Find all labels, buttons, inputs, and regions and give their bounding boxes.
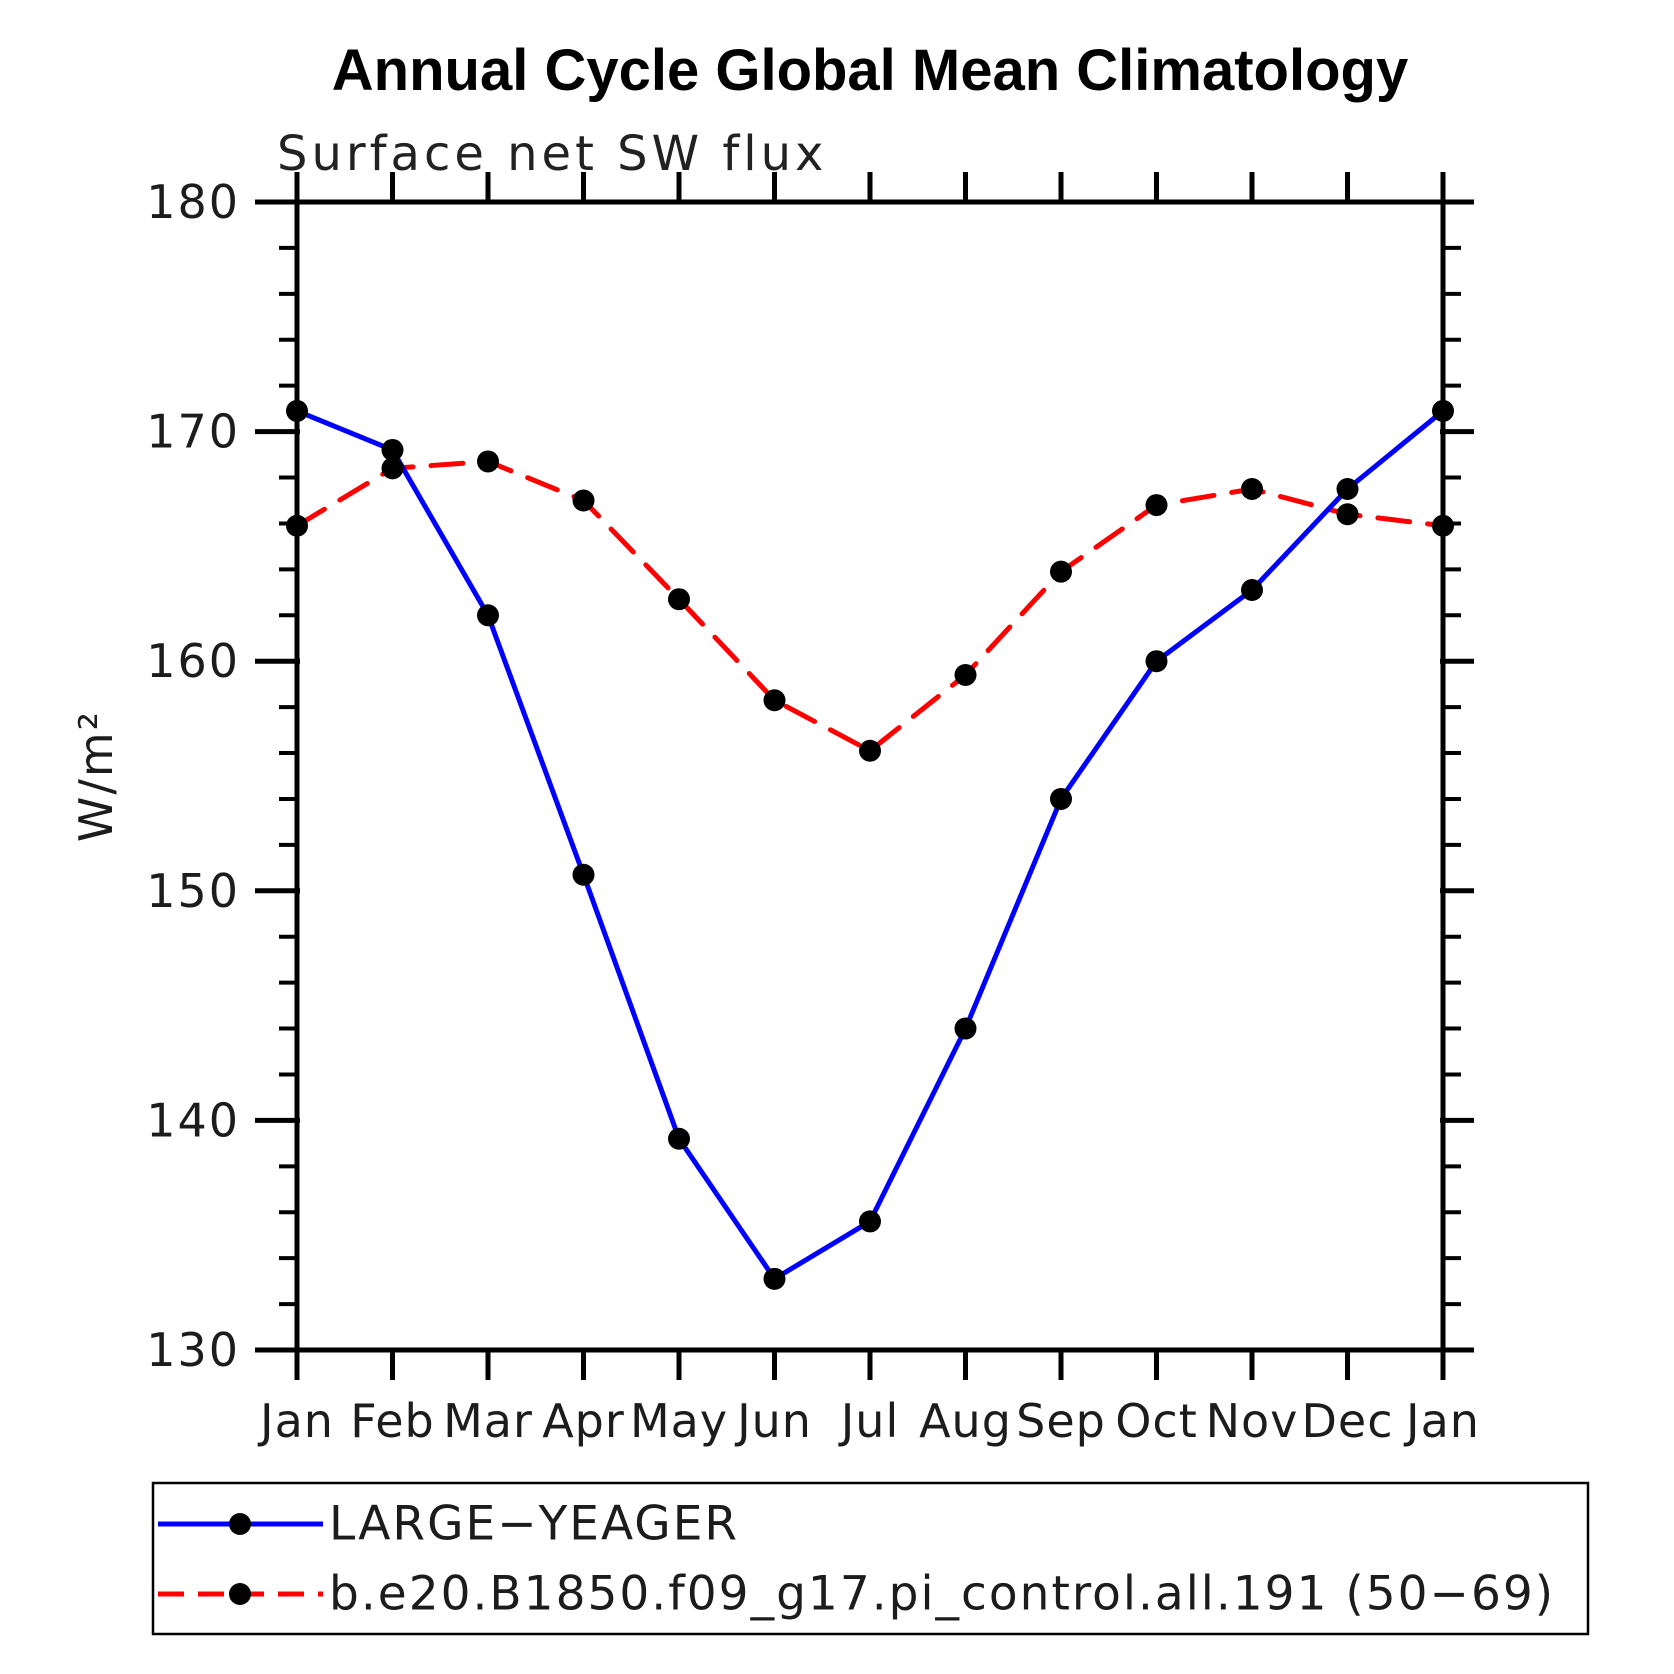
- x-tick-label: Feb: [350, 1394, 434, 1448]
- series-lines: [294, 408, 1446, 1282]
- legend-item-large-yeager: LARGE−YEAGER: [158, 1497, 739, 1552]
- y-tick-label: 140: [146, 1093, 240, 1147]
- x-tick-label: Mar: [443, 1394, 533, 1448]
- legend-box: LARGE−YEAGER b.e20.B1850.f09_g17.pi_cont…: [151, 1481, 1590, 1636]
- legend-label-pi-control: b.e20.B1850.f09_g17.pi_control.all.191 (…: [329, 1567, 1555, 1622]
- y-tick-label: 160: [146, 634, 240, 688]
- x-tick-label: Jan: [1403, 1394, 1480, 1448]
- x-tick-label: May: [630, 1394, 728, 1448]
- legend-label-large-yeager: LARGE−YEAGER: [329, 1497, 739, 1552]
- x-tick-label: Jun: [734, 1394, 812, 1448]
- legend-item-pi-control: b.e20.B1850.f09_g17.pi_control.all.191 (…: [158, 1567, 1555, 1622]
- tick-labels: Jan Feb Mar Apr May Jun Jul Aug Sep Oct Nov Dec Jan1…: [146, 175, 1480, 1448]
- data-point: [572, 863, 595, 886]
- data-point: [1336, 478, 1359, 500]
- x-tick-label: Apr: [542, 1394, 625, 1448]
- legend-marker-dot: [229, 1583, 251, 1605]
- x-tick-label: Jan: [257, 1394, 334, 1448]
- y-axis-label: W/m²: [69, 710, 123, 842]
- y-tick-label: 170: [146, 405, 240, 459]
- y-tick-label: 130: [146, 1323, 240, 1377]
- data-point: [859, 1210, 881, 1233]
- data-point: [381, 438, 404, 461]
- data-point: [1432, 399, 1454, 422]
- x-tick-label: Jul: [838, 1394, 900, 1448]
- data-point: [1050, 560, 1072, 583]
- series-line-LARGE−YEAGER: [294, 408, 1446, 1282]
- data-point: [1336, 503, 1359, 526]
- legend-marker-dot: [229, 1513, 251, 1535]
- data-point: [477, 604, 499, 627]
- data-point: [668, 588, 690, 611]
- data-point: [381, 457, 404, 480]
- chart-subtitle: Surface net SW flux: [277, 126, 827, 182]
- data-point: [1050, 787, 1072, 810]
- data-point: [477, 450, 499, 473]
- x-tick-label: Nov: [1206, 1394, 1299, 1448]
- data-point: [1145, 494, 1168, 517]
- data-point: [763, 1267, 786, 1290]
- data-point: [954, 663, 977, 686]
- data-point: [1145, 650, 1168, 673]
- x-tick-label: Dec: [1301, 1394, 1393, 1448]
- data-markers: [286, 399, 1454, 1290]
- x-tick-label: Oct: [1115, 1394, 1198, 1448]
- y-tick-label: 180: [146, 175, 240, 229]
- series-line-b.e20.B1850.f09_g17.pi_control.all.191 (50−69): [294, 458, 1446, 754]
- x-tick-label: Sep: [1016, 1394, 1106, 1448]
- data-point: [954, 1017, 977, 1040]
- legend-border: [151, 1481, 1590, 1636]
- data-point: [763, 689, 786, 712]
- y-tick-label: 150: [146, 864, 240, 918]
- x-tick-label: Aug: [919, 1394, 1012, 1448]
- data-point: [668, 1127, 690, 1150]
- data-point: [1432, 514, 1454, 537]
- page-title: Annual Cycle Global Mean Climatology: [332, 38, 1408, 103]
- data-point: [286, 514, 308, 537]
- axes: [255, 172, 1474, 1380]
- data-point: [1241, 579, 1263, 602]
- data-point: [859, 739, 881, 762]
- data-point: [1241, 478, 1263, 500]
- data-point: [286, 399, 308, 422]
- data-point: [572, 489, 595, 512]
